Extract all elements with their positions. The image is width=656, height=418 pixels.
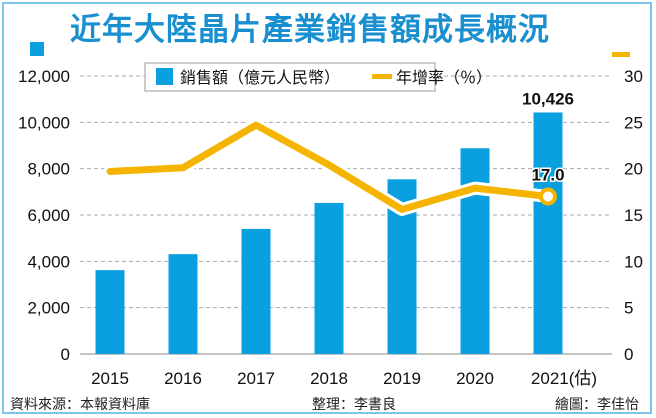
legend-bar-label: 銷售額（億元人民幣） bbox=[180, 68, 340, 87]
bar bbox=[460, 148, 490, 354]
artist-note: 繪圖：李佳怡 bbox=[555, 397, 639, 413]
right-tick-label: 20 bbox=[624, 160, 643, 179]
bar-data-label: 10,426 bbox=[522, 89, 574, 108]
left-tick-label: 10,000 bbox=[18, 113, 70, 132]
right-tick-label: 30 bbox=[624, 67, 643, 86]
left-tick-label: 0 bbox=[61, 345, 70, 364]
legend-line-label: 年增率（％） bbox=[396, 68, 492, 87]
right-tick-label: 0 bbox=[624, 345, 633, 364]
legend-line-swatch bbox=[372, 74, 392, 79]
chart-title: 近年大陸晶片產業銷售額成長概況 bbox=[70, 12, 550, 48]
left-tick-label: 8,000 bbox=[27, 160, 70, 179]
x-tick-label: 2016 bbox=[164, 369, 202, 388]
right-axis-marker bbox=[612, 52, 630, 57]
x-tick-label: 2017 bbox=[237, 369, 275, 388]
x-tick-label: 2015 bbox=[91, 369, 129, 388]
bar bbox=[314, 202, 344, 354]
frame-border bbox=[2, 2, 652, 414]
legend-bar-swatch bbox=[156, 68, 173, 85]
x-tick-label: 2021(估) bbox=[531, 369, 597, 388]
bar bbox=[533, 112, 563, 355]
bar bbox=[168, 254, 198, 354]
right-tick-label: 25 bbox=[624, 113, 643, 132]
right-tick-label: 10 bbox=[624, 252, 643, 271]
bar bbox=[241, 228, 271, 354]
source-note: 資料來源：本報資料庫 bbox=[10, 397, 150, 413]
left-tick-label: 4,000 bbox=[27, 252, 70, 271]
editor-note: 整理：李書良 bbox=[312, 397, 396, 413]
left-tick-label: 2,000 bbox=[27, 299, 70, 318]
left-tick-label: 12,000 bbox=[18, 67, 70, 86]
line-data-label: 17.0 bbox=[531, 165, 564, 184]
right-tick-label: 15 bbox=[624, 206, 643, 225]
x-tick-label: 2019 bbox=[383, 369, 421, 388]
left-tick-label: 6,000 bbox=[27, 206, 70, 225]
right-tick-label: 5 bbox=[624, 299, 633, 318]
title-marker bbox=[30, 42, 44, 56]
bar bbox=[95, 270, 125, 354]
x-tick-label: 2018 bbox=[310, 369, 348, 388]
x-tick-label: 2020 bbox=[456, 369, 494, 388]
line-point bbox=[539, 187, 557, 206]
